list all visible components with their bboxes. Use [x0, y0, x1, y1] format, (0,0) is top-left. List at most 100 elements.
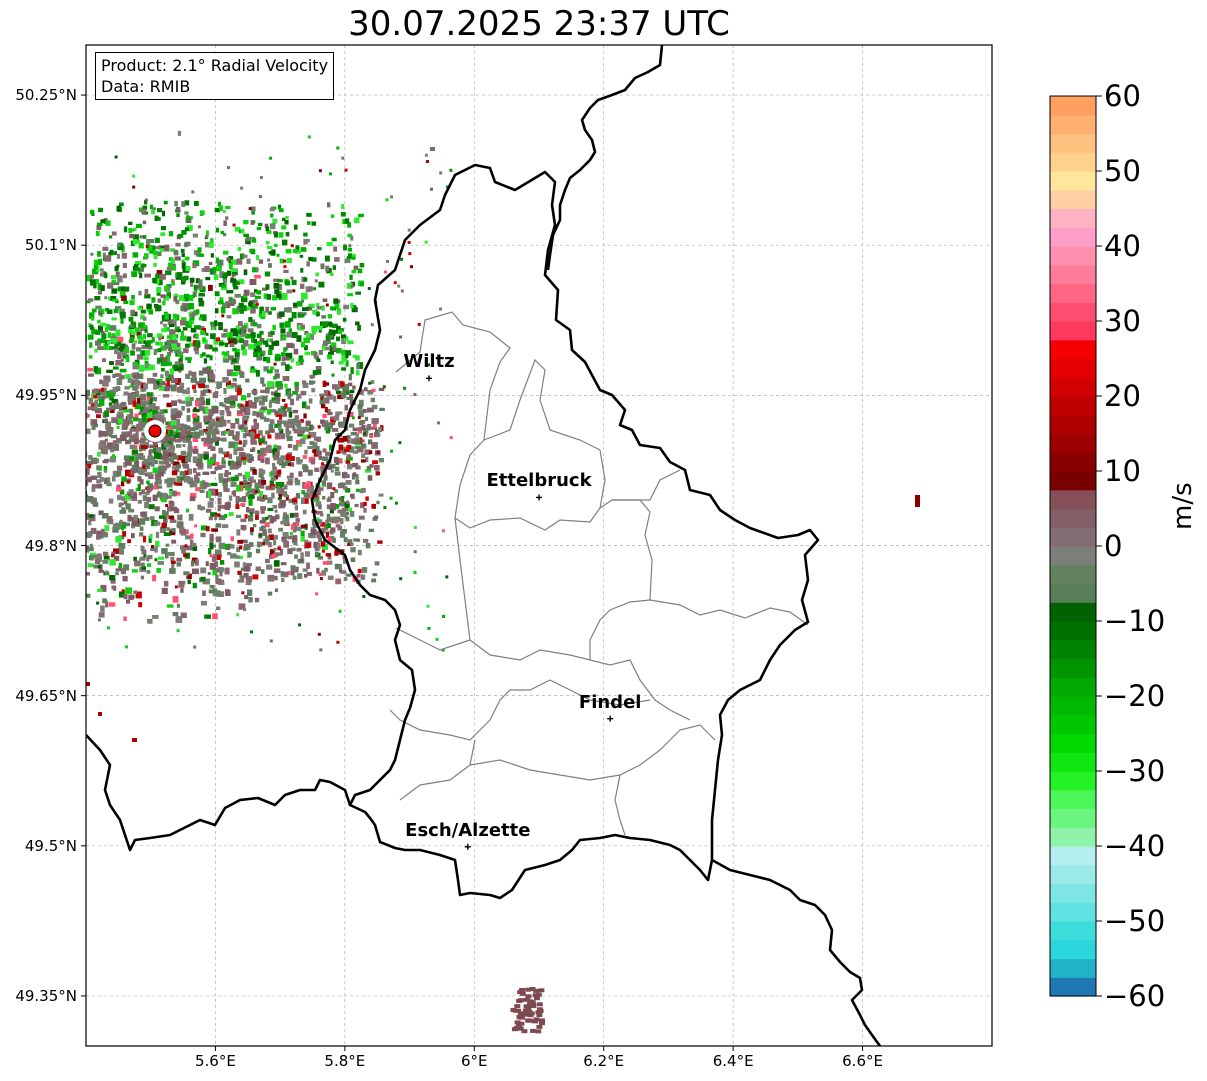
echo-pixel — [283, 493, 288, 498]
echo-pixel — [142, 415, 147, 422]
echo-pixel — [111, 454, 115, 459]
echo-pixel — [289, 532, 293, 536]
echo-pixel — [312, 370, 317, 376]
echo-pixel — [152, 494, 158, 502]
echo-pixel — [73, 379, 80, 385]
echo-pixel — [332, 516, 338, 523]
echo-pixel — [200, 210, 205, 216]
echo-pixel — [171, 539, 177, 544]
echo-pixel — [240, 228, 245, 234]
echo-pixel — [3, 323, 9, 329]
echo-pixel — [321, 305, 325, 311]
echo-pixel — [358, 399, 364, 407]
echo-pixel — [203, 451, 209, 455]
echo-pixel — [221, 314, 225, 318]
echo-pixel — [525, 987, 532, 992]
echo-pixel — [134, 261, 142, 266]
echo-pixel — [228, 302, 235, 306]
echo-pixel — [193, 201, 199, 206]
echo-pixel — [240, 186, 244, 190]
echo-pixel — [104, 410, 109, 417]
echo-pixel — [110, 579, 116, 584]
echo-pixel — [318, 572, 322, 576]
echo-pixel — [172, 596, 179, 603]
echo-pixel — [2, 491, 8, 497]
echo-pixel — [297, 419, 302, 423]
echo-pixel — [26, 568, 31, 574]
echo-pixel — [142, 316, 147, 321]
echo-pixel — [156, 447, 161, 452]
echo-pixel — [274, 392, 281, 397]
echo-pixel — [121, 431, 126, 438]
echo-pixel — [70, 324, 76, 329]
echo-pixel — [218, 514, 226, 521]
echo-pixel — [91, 406, 98, 412]
echo-pixel — [234, 293, 241, 298]
echo-pixel — [250, 220, 255, 225]
echo-pixel — [209, 498, 214, 502]
echo-pixel — [190, 493, 197, 499]
echo-pixel — [24, 425, 31, 430]
echo-pixel — [208, 423, 212, 427]
echo-pixel — [223, 388, 227, 394]
echo-pixel — [350, 557, 356, 563]
echo-pixel — [308, 398, 313, 404]
echo-pixel — [243, 608, 246, 611]
echo-pixel — [93, 259, 101, 266]
echo-pixel — [101, 333, 107, 339]
echo-pixel — [210, 321, 216, 325]
colorbar-segment — [1050, 733, 1096, 753]
echo-pixel — [218, 326, 223, 331]
echo-pixel — [240, 395, 247, 401]
echo-pixel — [328, 351, 334, 355]
echo-pixel — [227, 551, 232, 556]
echo-pixel — [390, 449, 394, 453]
echo-pixel — [360, 443, 367, 449]
echo-pixel — [284, 403, 288, 409]
echo-pixel — [69, 445, 76, 449]
echo-pixel — [296, 250, 301, 254]
echo-pixel — [119, 243, 124, 248]
echo-pixel — [295, 493, 301, 499]
echo-pixel — [113, 308, 119, 314]
echo-pixel — [0, 341, 1, 346]
echo-pixel — [270, 409, 277, 413]
echo-pixel — [269, 366, 275, 370]
echo-pixel — [251, 336, 255, 343]
echo-pixel — [207, 464, 213, 469]
echo-pixel — [16, 291, 23, 295]
echo-pixel — [302, 401, 307, 409]
echo-pixel — [112, 373, 116, 378]
echo-pixel — [8, 526, 14, 533]
echo-pixel — [197, 326, 205, 330]
echo-pixel — [88, 514, 94, 518]
echo-pixel — [272, 462, 276, 467]
echo-pixel — [33, 496, 38, 502]
echo-pixel — [185, 373, 190, 379]
echo-pixel — [43, 529, 47, 534]
echo-pixel — [100, 268, 104, 272]
echo-pixel — [311, 257, 317, 262]
echo-pixel — [118, 562, 123, 568]
echo-pixel — [327, 555, 332, 560]
echo-pixel — [157, 305, 162, 311]
echo-pixel — [26, 529, 30, 534]
echo-pixel — [134, 403, 140, 410]
echo-pixel — [259, 176, 263, 179]
echo-pixel — [276, 283, 283, 290]
echo-pixel — [189, 342, 194, 347]
echo-pixel — [371, 404, 378, 410]
echo-pixel — [176, 342, 181, 348]
echo-pixel — [138, 340, 142, 344]
echo-pixel — [163, 532, 171, 536]
echo-pixel — [59, 481, 63, 484]
echo-pixel — [301, 342, 305, 348]
echo-pixel — [173, 293, 179, 298]
echo-pixel — [250, 530, 254, 536]
echo-pixel — [236, 456, 243, 463]
echo-pixel — [64, 300, 68, 306]
echo-pixel — [241, 456, 247, 461]
echo-pixel — [70, 592, 74, 596]
echo-pixel — [128, 508, 135, 513]
echo-pixel — [165, 270, 172, 276]
